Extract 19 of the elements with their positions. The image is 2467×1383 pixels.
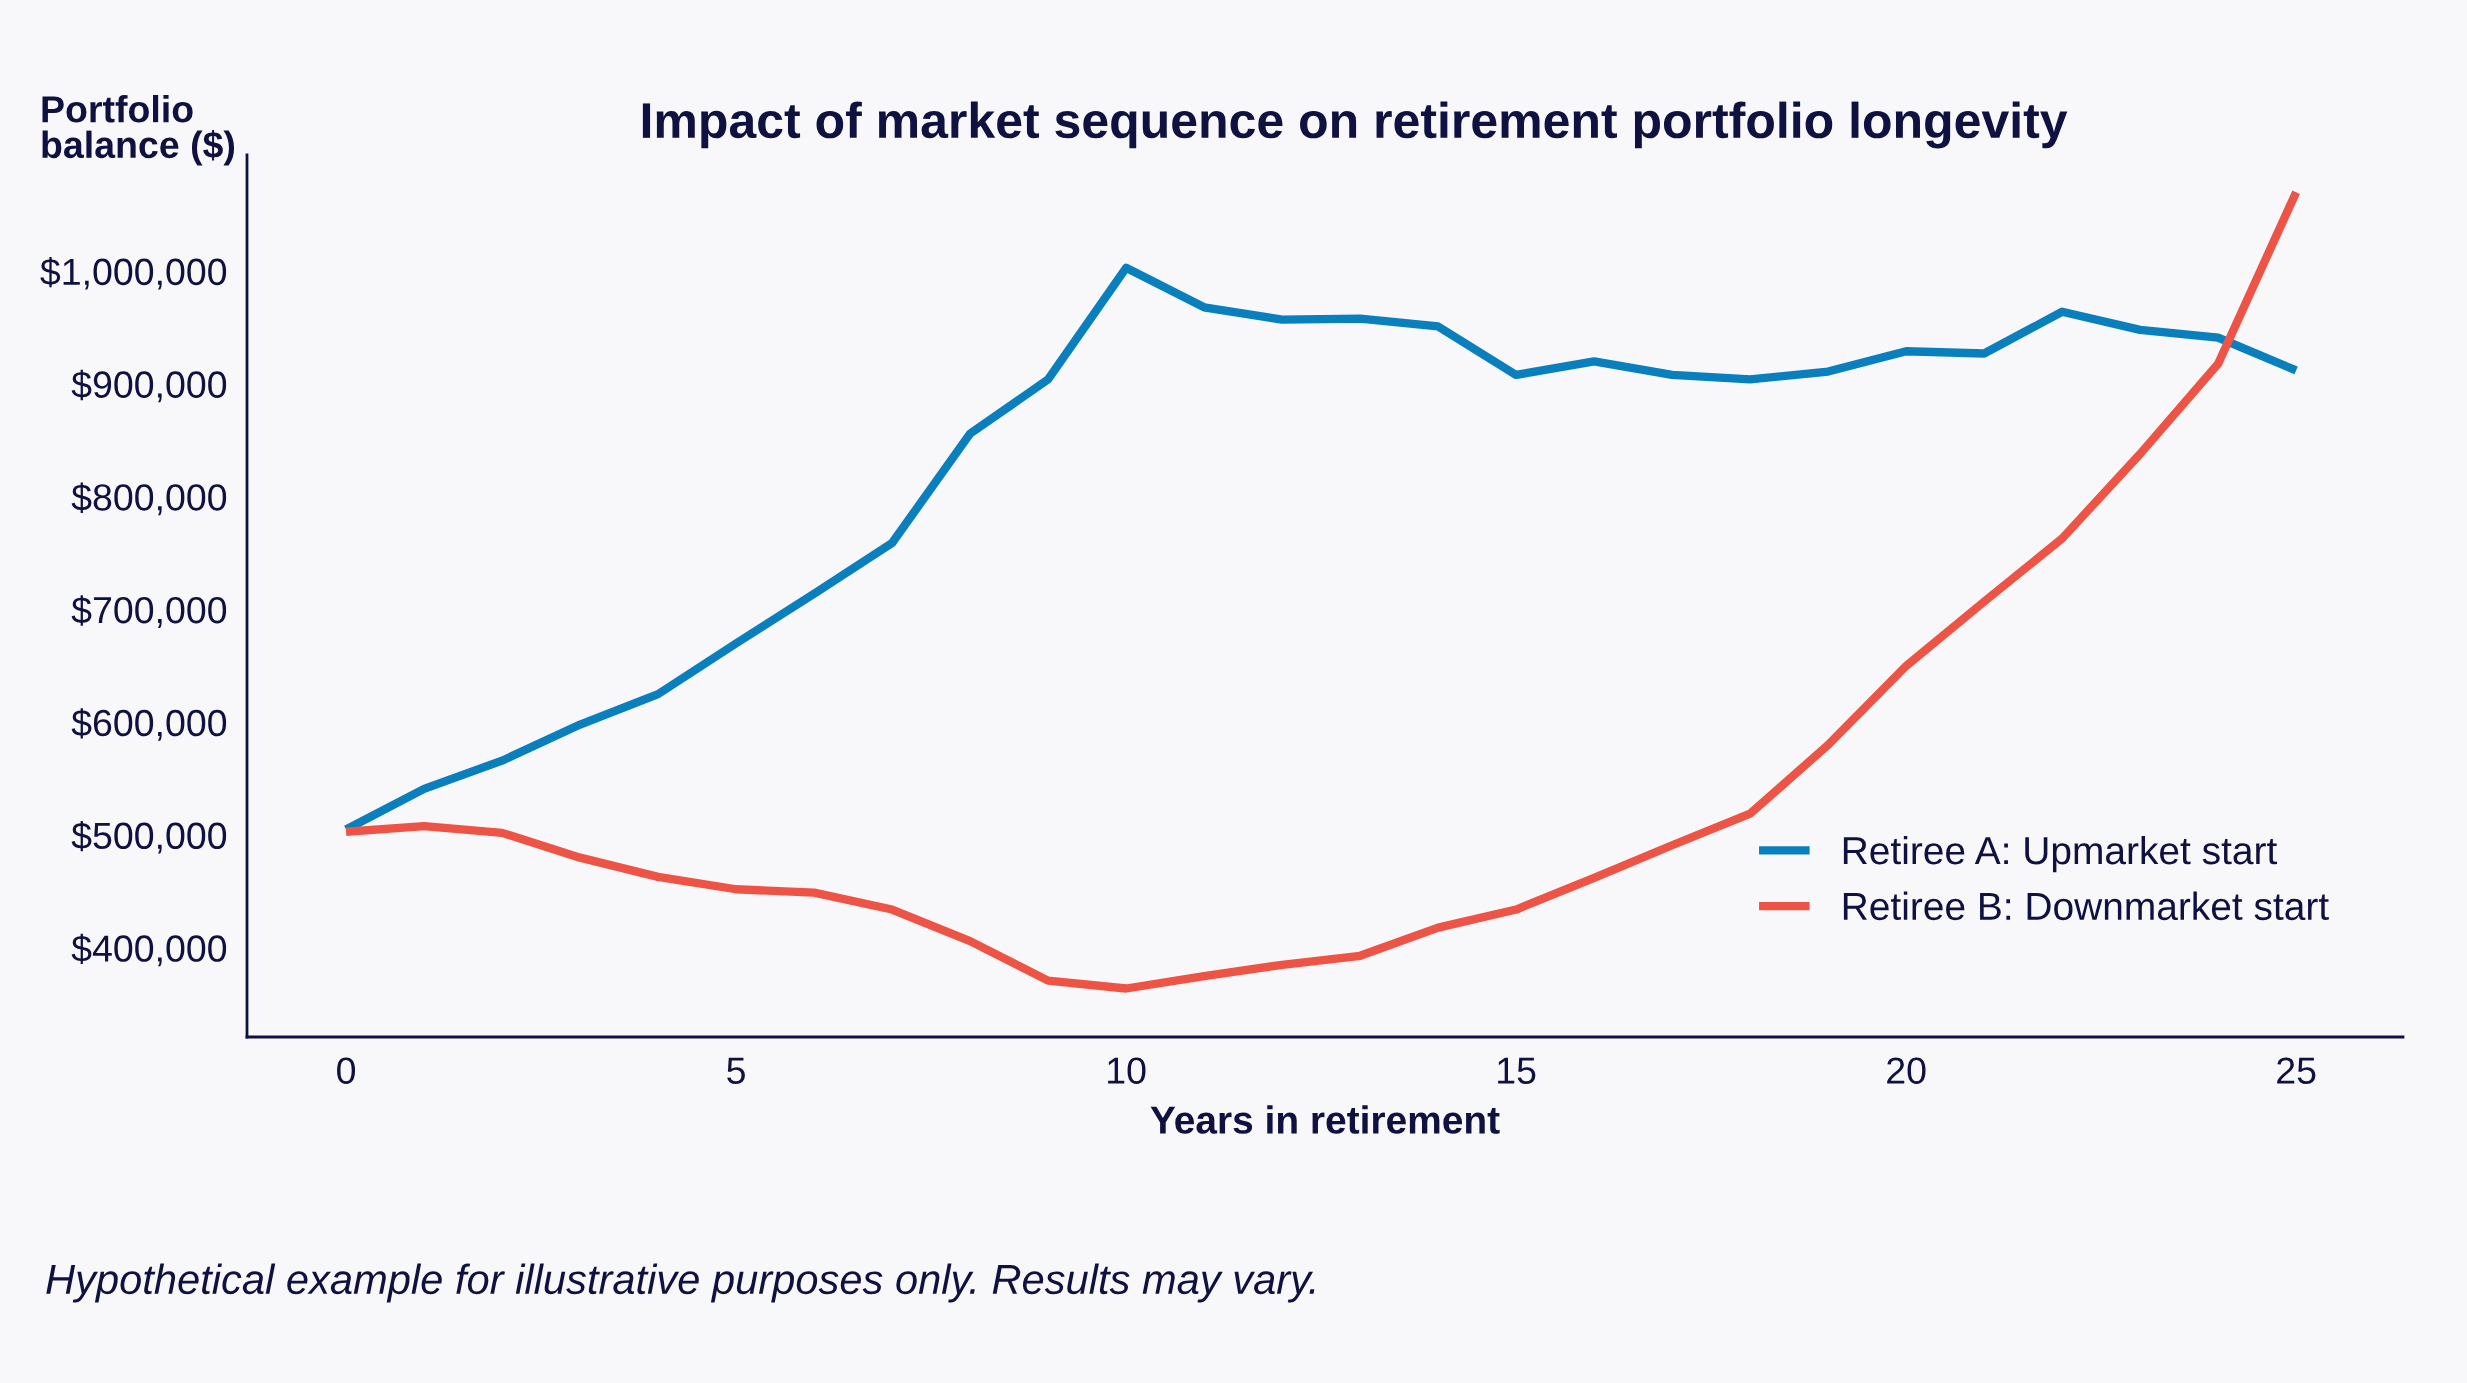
x-tick-label: 10 — [1108, 1057, 1146, 1084]
legend-label: Retiree B: Downmarket start — [1843, 891, 2329, 921]
text: Hypothetical example for illustrative purposes only. Results may vary. — [46, 1263, 1315, 1303]
y-tick-label: $400,000 — [71, 933, 227, 967]
y-axis-title: Portfolio balance ($) — [42, 95, 235, 166]
y-tick-label: $1,000,000 — [40, 257, 227, 290]
legend-label: Retiree A: Upmarket start — [1843, 835, 2277, 873]
x-tick-label: 25 — [2277, 1057, 2316, 1084]
y-tick-label: $600,000 — [71, 708, 227, 741]
x-tick-label: 15 — [1498, 1057, 1536, 1084]
y-tick-label: $800,000 — [71, 482, 227, 516]
y-tick-label: $500,000 — [71, 820, 227, 854]
x-tick-label: 0 — [337, 1057, 356, 1084]
y-tick-label: $900,000 — [71, 369, 227, 403]
x-axis-title: Years in retirement — [1150, 1105, 1500, 1134]
x-tick-label: 20 — [1887, 1057, 1926, 1084]
chart-title: Impact of market sequence on retirement portfolio longevity — [642, 101, 2068, 149]
y-tick-label: $700,000 — [71, 595, 227, 628]
x-tick-label: 5 — [727, 1057, 745, 1084]
